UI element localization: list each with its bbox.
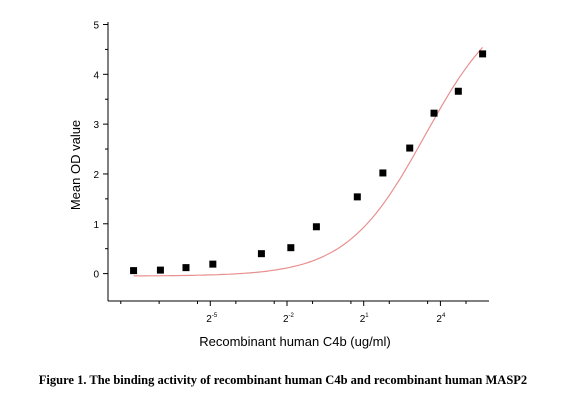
data-point [312,223,320,231]
data-point [406,144,414,152]
y-tick-label: 0 [93,270,99,281]
data-point [454,87,462,95]
x-tick-label: 21 [360,313,370,325]
y-tick-label: 3 [93,120,99,131]
y-tick-label: 5 [93,20,99,31]
data-point [130,267,138,275]
data-point [430,109,438,117]
x-tick-label: 2-5 [206,313,218,325]
figure-caption: Figure 1. The binding activity of recomb… [38,373,528,387]
data-point [209,260,217,268]
y-axis-label: Mean OD value [68,120,83,210]
plot-area: 0 1 2 3 4 5 2-5 2-2 21 24 [93,20,489,325]
x-axis-label: Recombinant human C4b (ug/ml) [199,334,390,349]
x-tick-label: 2-2 [283,313,295,325]
data-point [156,266,164,274]
y-tick-label: 2 [93,170,99,181]
data-point [257,250,265,258]
fit-curve [133,47,484,277]
data-point [287,244,295,252]
data-point [379,169,387,177]
data-point [479,50,487,58]
y-tick-label: 4 [93,70,99,81]
y-tick-label: 1 [93,220,99,231]
data-point [353,193,361,201]
data-point [182,264,190,272]
x-tick-label: 24 [436,313,446,325]
